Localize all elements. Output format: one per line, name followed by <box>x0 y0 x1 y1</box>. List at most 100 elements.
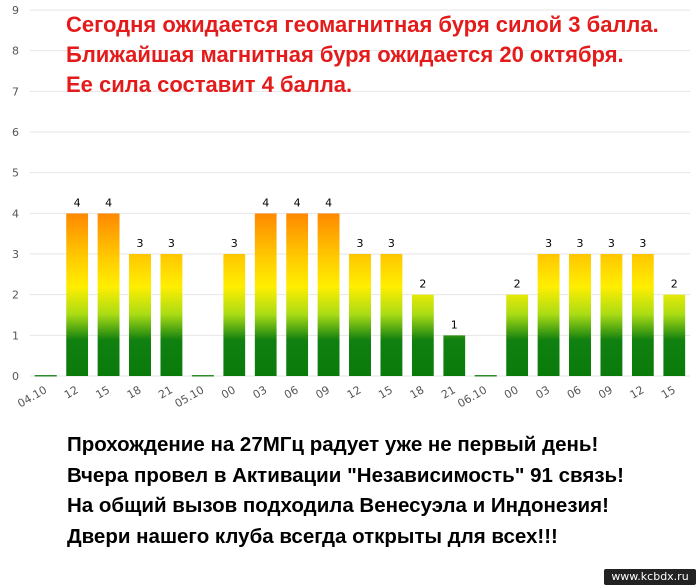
x-tick-label: 03 <box>533 383 552 401</box>
y-tick-label: 3 <box>12 248 19 261</box>
bars <box>34 213 686 377</box>
bar <box>569 254 591 376</box>
bar <box>380 254 403 376</box>
bar-fill <box>443 335 466 376</box>
bar-fill <box>66 213 89 376</box>
bar <box>411 294 434 376</box>
y-tick-label: 1 <box>12 329 19 342</box>
bar-value-label: 3 <box>388 237 395 250</box>
x-tick-label: 09 <box>313 383 332 401</box>
bar <box>129 254 151 376</box>
bar-value-label: 2 <box>419 278 426 291</box>
y-tick-label: 2 <box>12 289 19 302</box>
bar-value-label: 4 <box>294 196 301 209</box>
bar <box>223 254 246 376</box>
y-tick-label: 4 <box>12 207 19 220</box>
bar-fill <box>160 254 183 376</box>
club-message: Прохождение на 27МГц радует уже не первы… <box>67 430 624 552</box>
bar <box>600 254 623 376</box>
y-tick-label: 8 <box>12 45 19 58</box>
site-watermark: www.kcbdx.ru <box>604 569 696 585</box>
bar-value-label: 3 <box>639 237 646 250</box>
bar-value-label: 3 <box>137 237 144 250</box>
bar <box>443 335 466 376</box>
y-axis: 0 1 2 3 4 5 6 7 8 9 <box>12 4 19 383</box>
bar-zero <box>191 375 214 377</box>
x-tick-label: 06.10 <box>455 383 489 410</box>
forecast-headline: Сегодня ожидается геомагнитная буря сило… <box>66 10 659 100</box>
y-tick-label: 9 <box>12 4 19 17</box>
x-tick-label: 15 <box>659 383 678 401</box>
x-tick-label: 15 <box>93 383 112 401</box>
bar-value-label: 3 <box>168 237 175 250</box>
bar <box>663 294 686 376</box>
bar <box>349 254 371 376</box>
bar-fill <box>129 254 151 376</box>
bar <box>506 294 529 376</box>
x-tick-label: 21 <box>156 383 175 401</box>
bar-fill <box>97 213 120 376</box>
bar-fill <box>349 254 371 376</box>
y-tick-label: 7 <box>12 85 19 98</box>
bar-value-label: 3 <box>545 237 552 250</box>
bar-fill <box>380 254 403 376</box>
bar-fill <box>317 213 340 376</box>
message-line-2: Вчера провел в Активации "Независимость"… <box>67 463 624 487</box>
bar <box>66 213 89 376</box>
x-tick-label: 04.10 <box>15 383 49 410</box>
bar-fill <box>506 294 529 376</box>
x-tick-label: 15 <box>376 383 395 401</box>
bar <box>97 213 120 376</box>
bar-value-labels: 4 4 3 3 3 4 4 4 3 3 2 1 2 3 3 3 3 2 <box>74 196 678 331</box>
message-line-3: На общий вызов подходила Венесуэла и Инд… <box>67 494 609 517</box>
bar-fill <box>663 294 686 376</box>
bar-value-label: 3 <box>231 237 238 250</box>
x-tick-label: 12 <box>345 383 364 401</box>
x-tick-label: 18 <box>408 383 427 401</box>
x-tick-label: 03 <box>251 383 270 401</box>
bar-fill <box>254 213 277 376</box>
y-tick-label: 6 <box>12 126 19 139</box>
bar <box>160 254 183 376</box>
x-tick-label: 05.10 <box>173 383 207 410</box>
bar <box>286 213 309 376</box>
x-tick-label: 00 <box>219 383 238 401</box>
bar-fill <box>600 254 623 376</box>
x-tick-label: 09 <box>596 383 615 401</box>
bar <box>254 213 277 376</box>
bar-fill <box>537 254 560 376</box>
x-tick-label: 21 <box>439 383 458 401</box>
bar-value-label: 4 <box>325 196 332 209</box>
bar-value-label: 4 <box>105 196 112 209</box>
bar <box>631 254 654 376</box>
x-tick-label: 06 <box>565 383 584 401</box>
bar-fill <box>223 254 246 376</box>
headline-line-2: Ближайшая магнитная буря ожидается 20 ок… <box>66 42 624 67</box>
x-tick-label: 12 <box>628 383 647 401</box>
bar <box>537 254 560 376</box>
y-tick-label: 5 <box>12 167 19 180</box>
bar-value-label: 4 <box>262 196 269 209</box>
bar <box>317 213 340 376</box>
message-line-4: Двери нашего клуба всегда открыты для вс… <box>67 524 558 548</box>
bar-fill <box>286 213 309 376</box>
bar-fill <box>411 294 434 376</box>
bar-value-label: 3 <box>357 237 364 250</box>
x-tick-label: 12 <box>62 383 81 401</box>
bar-value-label: 3 <box>577 237 584 250</box>
headline-line-3: Ее сила составит 4 балла. <box>66 72 353 97</box>
bar-value-label: 4 <box>74 196 81 209</box>
x-tick-label: 00 <box>502 383 521 401</box>
y-tick-label: 0 <box>12 370 19 383</box>
x-tick-label: 18 <box>125 383 144 401</box>
bar-fill <box>569 254 591 376</box>
bar-value-label: 2 <box>671 278 678 291</box>
bar-zero <box>34 375 57 377</box>
bar-zero <box>474 375 497 377</box>
x-tick-label: 06 <box>282 383 301 401</box>
bar-value-label: 3 <box>608 237 615 250</box>
bar-value-label: 1 <box>451 318 458 331</box>
bar-value-label: 2 <box>514 278 521 291</box>
